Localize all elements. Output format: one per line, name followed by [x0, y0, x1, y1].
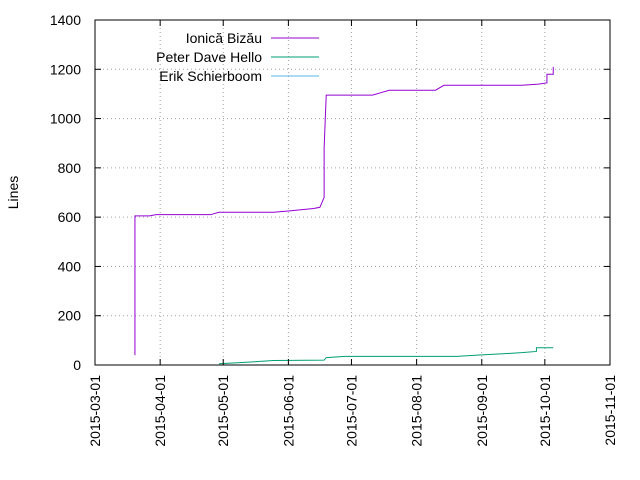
- legend: Ionică Bizău Peter Dave Hello Erik Schierb…: [156, 30, 319, 84]
- axis-ticks: 0 200 400 600 800 1000 1200 1400 2015-03-01 2015-…: [50, 12, 618, 447]
- y-axis-title: Lines: [5, 176, 21, 209]
- series-line-1: [218, 347, 554, 365]
- y-tick-label: 400: [58, 258, 82, 274]
- y-tick-label: 600: [58, 209, 82, 225]
- legend-label: Erik Schierboom: [159, 68, 262, 84]
- x-tick-label: 2015-04-01: [152, 375, 168, 447]
- legend-label: Peter Dave Hello: [156, 49, 262, 65]
- x-tick-label: 2015-06-01: [280, 375, 296, 447]
- y-tick-label: 800: [58, 160, 82, 176]
- y-tick-label: 0: [73, 357, 81, 373]
- x-tick-label: 2015-11-01: [602, 375, 618, 446]
- y-tick-label: 200: [58, 308, 82, 324]
- x-tick-label: 2015-05-01: [215, 375, 231, 447]
- legend-label: Ionică Bizău: [186, 30, 262, 46]
- grid-lines: [95, 20, 610, 365]
- series-lines: [134, 66, 554, 365]
- x-tick-label: 2015-09-01: [474, 375, 490, 447]
- x-tick-label: 2015-07-01: [343, 375, 359, 447]
- x-tick-label: 2015-03-01: [87, 375, 103, 447]
- y-tick-label: 1200: [50, 61, 81, 77]
- x-tick-label: 2015-10-01: [537, 375, 553, 447]
- y-tick-label: 1000: [50, 111, 81, 127]
- plot-border: [94, 19, 611, 366]
- x-tick-label: 2015-08-01: [409, 375, 425, 447]
- y-tick-label: 1400: [50, 12, 81, 28]
- series-line-0: [134, 66, 554, 356]
